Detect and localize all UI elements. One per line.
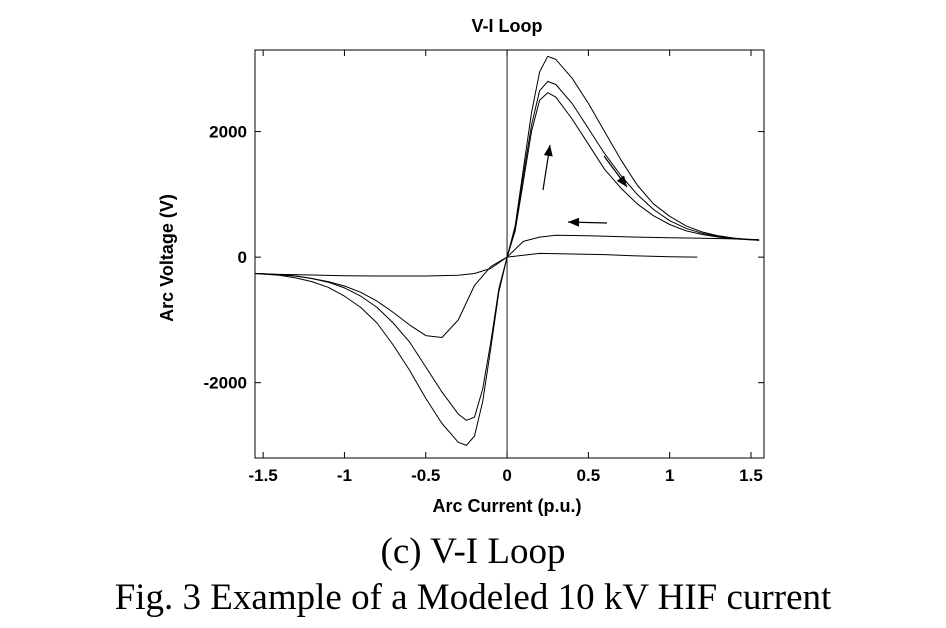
subfigure-caption: (c) V-I Loop: [380, 531, 566, 572]
vi-curve-9: [254, 256, 508, 277]
x-axis-label: Arc Current (p.u.): [432, 496, 581, 516]
vi-curve-5: [507, 252, 698, 258]
vi-curve-4: [506, 234, 760, 258]
y-axis-label: Arc Voltage (V): [157, 194, 177, 322]
vi-curve-3: [506, 92, 760, 258]
x-tick-label: 0: [502, 466, 511, 485]
arrow-down-head: [616, 175, 627, 187]
x-ticks: -1.5 -1 -0.5 0 0.5 1 1.5: [248, 50, 763, 485]
y-ticks: -2000 0 2000: [204, 123, 764, 393]
vi-curve-8: [254, 256, 508, 338]
y-tick-label: -2000: [204, 374, 247, 393]
x-tick-label: -1.5: [248, 466, 277, 485]
vi-curve-6: [254, 256, 508, 446]
vi-curve-7: [254, 256, 508, 421]
x-tick-label: 1: [665, 466, 674, 485]
y-tick-label: 0: [238, 248, 247, 267]
arrow-left-head: [568, 217, 580, 227]
figure-caption: Fig. 3 Example of a Modeled 10 kV HIF cu…: [114, 577, 832, 618]
vi-curve-1: [506, 55, 760, 258]
x-tick-label: -0.5: [411, 466, 440, 485]
x-tick-label: 1.5: [739, 466, 763, 485]
vi-curve-2: [506, 80, 760, 258]
plot-frame: [254, 49, 765, 459]
x-tick-label: -1: [337, 466, 352, 485]
arrow-up-head: [543, 145, 553, 157]
x-tick-label: 0.5: [577, 466, 601, 485]
chart: V-I Loop -1.5 -1 -0.5 0 0.5 1 1.5 -2000 0 2000 A…: [157, 16, 765, 516]
curves: [254, 55, 760, 446]
chart-title: V-I Loop: [472, 16, 543, 36]
direction-arrows: [542, 144, 628, 227]
y-tick-label: 2000: [209, 123, 247, 142]
